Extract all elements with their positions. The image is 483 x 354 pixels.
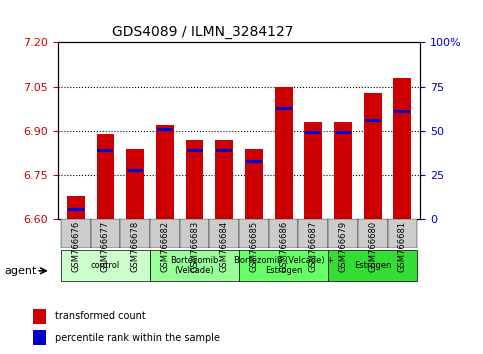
Text: GSM766684: GSM766684 bbox=[220, 221, 229, 272]
Bar bbox=[67, 196, 85, 219]
Bar bbox=[246, 160, 262, 164]
Text: GSM766679: GSM766679 bbox=[339, 221, 347, 272]
Bar bbox=[305, 131, 321, 134]
Bar bbox=[334, 122, 352, 219]
Bar bbox=[365, 119, 381, 122]
FancyBboxPatch shape bbox=[239, 219, 269, 248]
Bar bbox=[68, 208, 84, 211]
Bar bbox=[33, 309, 46, 324]
Text: percentile rank within the sample: percentile rank within the sample bbox=[55, 332, 220, 343]
Bar bbox=[126, 149, 144, 219]
Text: GSM766680: GSM766680 bbox=[368, 221, 377, 272]
FancyBboxPatch shape bbox=[150, 250, 239, 281]
Text: GDS4089 / ILMN_3284127: GDS4089 / ILMN_3284127 bbox=[112, 25, 294, 39]
Bar bbox=[395, 110, 411, 113]
Text: Bortezomib
(Velcade): Bortezomib (Velcade) bbox=[170, 256, 219, 275]
Bar bbox=[186, 149, 202, 152]
Text: GSM766678: GSM766678 bbox=[131, 221, 140, 272]
FancyBboxPatch shape bbox=[387, 219, 417, 248]
Text: GSM766683: GSM766683 bbox=[190, 221, 199, 272]
Bar bbox=[216, 149, 232, 152]
FancyBboxPatch shape bbox=[150, 219, 180, 248]
Text: control: control bbox=[91, 261, 120, 270]
Bar bbox=[33, 330, 46, 345]
Text: Estrogen: Estrogen bbox=[354, 261, 391, 270]
Text: GSM766685: GSM766685 bbox=[249, 221, 258, 272]
FancyBboxPatch shape bbox=[180, 219, 210, 248]
FancyBboxPatch shape bbox=[298, 219, 328, 248]
FancyBboxPatch shape bbox=[120, 219, 150, 248]
Text: agent: agent bbox=[5, 266, 37, 276]
Bar bbox=[335, 131, 351, 134]
FancyBboxPatch shape bbox=[239, 250, 328, 281]
Bar bbox=[185, 140, 203, 219]
Text: transformed count: transformed count bbox=[55, 311, 145, 321]
Text: Bortezomib (Velcade) +
Estrogen: Bortezomib (Velcade) + Estrogen bbox=[234, 256, 334, 275]
FancyBboxPatch shape bbox=[210, 219, 239, 248]
FancyBboxPatch shape bbox=[61, 250, 150, 281]
Bar bbox=[127, 169, 143, 172]
Bar bbox=[275, 87, 293, 219]
Bar bbox=[394, 78, 412, 219]
Bar bbox=[245, 149, 263, 219]
Text: GSM766686: GSM766686 bbox=[279, 221, 288, 272]
Bar bbox=[156, 125, 174, 219]
FancyBboxPatch shape bbox=[91, 219, 120, 248]
Bar bbox=[98, 149, 114, 152]
Bar bbox=[97, 134, 114, 219]
Bar bbox=[364, 93, 382, 219]
Text: GSM766682: GSM766682 bbox=[160, 221, 170, 272]
FancyBboxPatch shape bbox=[328, 219, 358, 248]
Bar bbox=[215, 140, 233, 219]
FancyBboxPatch shape bbox=[61, 219, 91, 248]
FancyBboxPatch shape bbox=[269, 219, 298, 248]
FancyBboxPatch shape bbox=[358, 219, 387, 248]
Text: GSM766676: GSM766676 bbox=[71, 221, 80, 272]
Bar bbox=[304, 122, 322, 219]
Text: GSM766677: GSM766677 bbox=[101, 221, 110, 272]
Text: GSM766681: GSM766681 bbox=[398, 221, 407, 272]
Bar bbox=[157, 128, 173, 131]
FancyBboxPatch shape bbox=[328, 250, 417, 281]
Text: GSM766687: GSM766687 bbox=[309, 221, 318, 272]
Bar bbox=[276, 107, 292, 110]
